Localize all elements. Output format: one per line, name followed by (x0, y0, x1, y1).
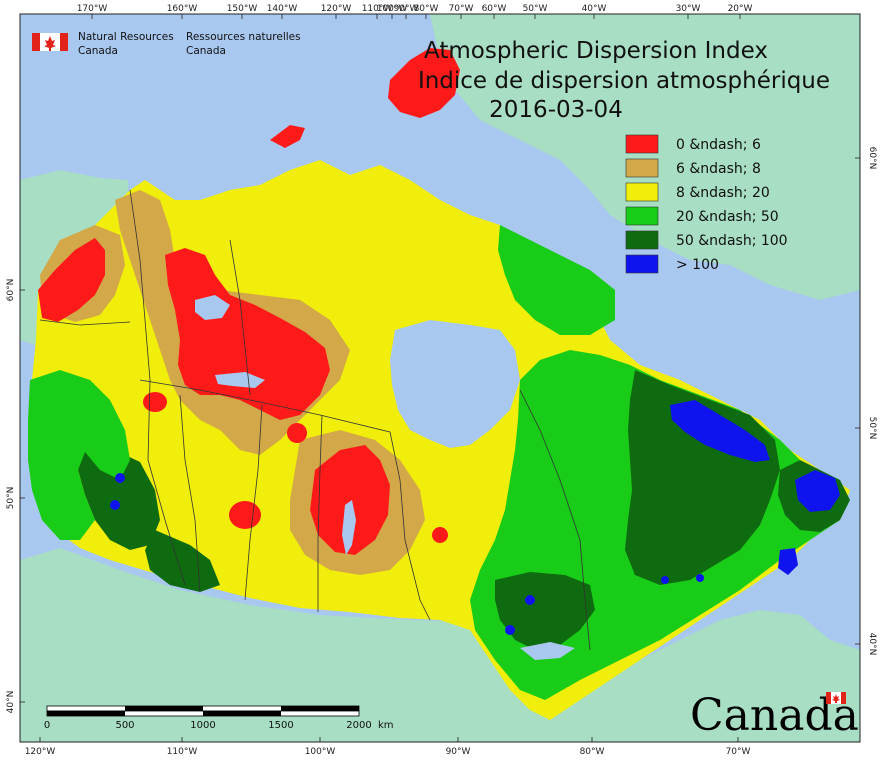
title-date: 2016-03-04 (489, 97, 623, 123)
bottom-tick-label: 120°W (25, 747, 56, 757)
great-slave-lake (215, 372, 265, 388)
agency-en-line2: Canada (78, 45, 118, 57)
top-longitude-ticks: 170°W 160°W 150°W 140°W 120°W 110°W100°W90°W8… (77, 4, 753, 19)
zone-red-sask (310, 445, 390, 555)
legend-label: 8 &ndash; 20 (676, 185, 770, 201)
top-tick-label: 150°W (227, 4, 258, 14)
top-tick-label: 110°W (362, 4, 393, 14)
zone-darkgreen-bc-south (145, 530, 220, 592)
scale-label-0: 0 (44, 720, 50, 731)
agency-en-line1: Natural Resources (78, 31, 174, 43)
zone-red-nwt (165, 248, 330, 420)
right-tick-label: 40°N (867, 633, 877, 656)
agency-signature: Natural Resources Canada Ressources natu… (32, 31, 301, 57)
canada-flag-icon (32, 33, 68, 51)
zone-blue-newfoundland (795, 470, 840, 512)
hudson-bay (390, 320, 520, 448)
zone-red-hb-patch (287, 423, 307, 443)
wordmark-flag-icon (826, 692, 846, 704)
agency-fr-line1: Ressources naturelles (186, 31, 301, 43)
map-frame (19, 13, 861, 743)
bottom-tick-label: 70°W (726, 747, 751, 757)
legend-swatch (625, 158, 659, 178)
top-tick-label: 40°W (582, 4, 607, 14)
zone-blue-on-2 (505, 625, 515, 635)
agency-fr-line2: Canada (186, 45, 226, 57)
top-tick-label: 50°W (523, 4, 548, 14)
zone-blue-bc-2 (110, 500, 120, 510)
usa-land (20, 548, 860, 742)
scale-unit: km (378, 720, 394, 731)
zone-darkgreen-bc (78, 448, 160, 550)
legend-swatch (625, 230, 659, 250)
zone-red-ab-patch (143, 392, 167, 412)
top-tick-label: 90°W (394, 4, 419, 14)
top-tick-label: 20°W (728, 4, 753, 14)
top-tick-label: 80°W (414, 4, 439, 14)
map-title: Atmospheric Dispersion Index Indice de d… (418, 38, 830, 123)
lake-superior (520, 642, 575, 660)
bottom-tick-label: 100°W (305, 747, 336, 757)
bottom-tick-label: 110°W (167, 747, 198, 757)
zone-darkgreen-quebec (625, 370, 780, 585)
province-boundaries (39, 189, 591, 651)
legend-label: 0 &ndash; 6 (676, 137, 761, 153)
legend-label: 6 &ndash; 8 (676, 161, 761, 177)
top-tick-label: 120°W (321, 4, 352, 14)
legend: 0 &ndash; 6 6 &ndash; 8 8 &ndash; 20 20 &nd… (625, 134, 788, 274)
legend-swatch (625, 182, 659, 202)
zone-green-bc-coast (28, 370, 130, 540)
scale-label-2000: 2000 (346, 720, 371, 731)
left-tick-label: 60°N (6, 279, 16, 302)
top-tick-label: 170°W (77, 4, 108, 14)
top-tick-label: 60°W (482, 4, 507, 14)
legend-label: 50 &ndash; 100 (676, 233, 788, 249)
top-tick-label: 30°W (676, 4, 701, 14)
legend-swatch (625, 206, 659, 226)
zone-red-mb-patch (432, 527, 448, 543)
legend-label: > 100 (676, 257, 719, 273)
right-latitude-ticks: 60°N 50°N 40°N (855, 147, 877, 656)
legend-swatch (625, 134, 659, 154)
left-tick-label: 50°N (6, 487, 16, 510)
zone-blue-on-1 (525, 595, 535, 605)
top-tick-label: 100°W (377, 4, 408, 14)
left-latitude-ticks: 60°N 50°N 40°N (6, 279, 25, 714)
bottom-longitude-ticks: 120°W 110°W 100°W 90°W 80°W 70°W (25, 737, 751, 757)
bottom-tick-label: 90°W (446, 747, 471, 757)
canada-wordmark: Canada (690, 690, 859, 741)
right-tick-label: 50°N (867, 417, 877, 440)
title-fr: Indice de dispersion atmosphérique (418, 68, 830, 94)
scale-label-1000: 1000 (190, 720, 215, 731)
legend-label: 20 &ndash; 50 (676, 209, 779, 225)
title-en: Atmospheric Dispersion Index (424, 38, 768, 64)
top-tick-label: 70°W (449, 4, 474, 14)
zone-blue-cape-breton (778, 548, 798, 575)
zone-blue-labrador (670, 400, 770, 462)
zone-green-labrador-coast (498, 225, 615, 335)
lake-winnipeg (342, 500, 356, 555)
scale-label-500: 500 (115, 720, 134, 731)
legend-swatch (625, 254, 659, 274)
top-tick-label: 160°W (167, 4, 198, 14)
great-bear-lake (195, 295, 230, 320)
scale-bar: 0 500 1000 1500 2000 km (44, 705, 394, 731)
zone-red-bc-patch (229, 501, 261, 529)
scale-label-1500: 1500 (268, 720, 293, 731)
zone-blue-qc-2 (696, 574, 704, 582)
zone-red-arctic-island (270, 125, 305, 148)
zone-red-nunavut (388, 48, 460, 118)
greenland-land (430, 14, 860, 300)
zone-red-yukon (38, 238, 105, 322)
bottom-tick-label: 80°W (580, 747, 605, 757)
left-tick-label: 40°N (6, 691, 16, 714)
top-tick-label: 140°W (267, 4, 298, 14)
zone-darkgreen-ontario (495, 572, 595, 650)
right-tick-label: 60°N (867, 147, 877, 170)
zone-blue-qc-1 (661, 576, 669, 584)
zone-blue-bc-1 (115, 473, 125, 483)
